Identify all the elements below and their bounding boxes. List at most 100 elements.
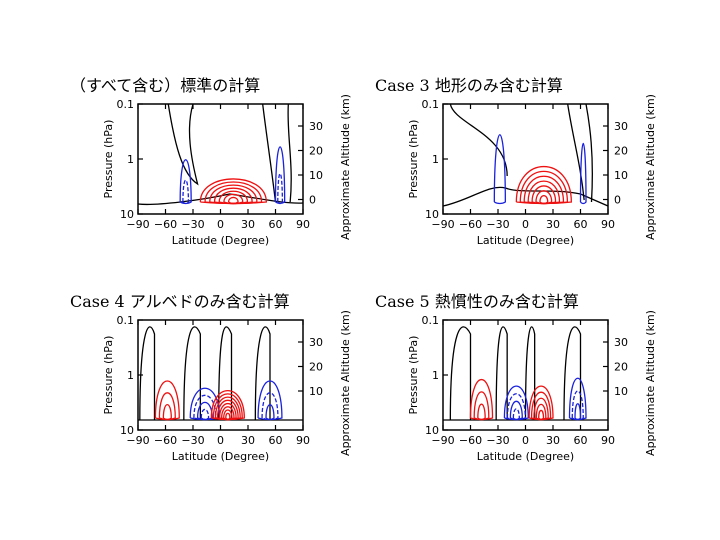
positive-cell-0-contour xyxy=(477,403,486,421)
zero-contour-north xyxy=(567,103,585,201)
negative-cell-1-contour xyxy=(200,408,210,421)
y-axis-title: Pressure (hPa) xyxy=(102,336,115,415)
x-axis-title: Latitude (Degree) xyxy=(172,450,269,463)
positive-cell-0-contour xyxy=(162,404,172,421)
negative-cell-2-contour xyxy=(579,143,587,205)
y2-axis-title: Approximate Altitude (km) xyxy=(339,310,352,456)
negative-cell-3-contour xyxy=(265,404,275,421)
panel-title: Case 5 熱慣性のみ含む計算 xyxy=(375,292,579,311)
zero-contour-south xyxy=(167,103,199,186)
positive-cell-0-contour xyxy=(539,195,549,205)
x-axis-title: Latitude (Degree) xyxy=(172,234,269,247)
positive-cell-0-contour xyxy=(223,193,244,205)
zero-contour-pole xyxy=(287,103,292,203)
negative-cell-1-contour xyxy=(512,408,520,421)
x-tick-label: −90 xyxy=(126,218,149,231)
zero-contour-arch xyxy=(563,326,582,421)
negative-cell-3-contour xyxy=(574,403,582,421)
x-tick-label: 60 xyxy=(574,218,588,231)
y2-tick-label: 30 xyxy=(309,120,323,133)
zero-contour-arch xyxy=(139,326,156,421)
x-tick-label: −60 xyxy=(154,218,177,231)
positive-cell-2-contour xyxy=(538,409,545,421)
y2-tick-label: 20 xyxy=(614,145,628,158)
positive-cell-0-contour xyxy=(473,391,490,421)
zero-contour-pole xyxy=(585,103,593,203)
x-tick-label: 90 xyxy=(296,434,310,447)
positive-cell-2-contour xyxy=(223,409,233,421)
panel-case5: Case 5 熱慣性のみ含む計算 −90 −60 −30 0 30 60 90 0.1 1 10 3… xyxy=(375,288,705,488)
y-tick-label: 10 xyxy=(120,424,134,437)
y2-tick-label: 30 xyxy=(614,120,628,133)
zero-contour-arch xyxy=(218,326,233,421)
y2-tick-label: 30 xyxy=(614,336,628,349)
y-axis-title: Pressure (hPa) xyxy=(102,120,115,199)
y2-axis-title: Approximate Altitude (km) xyxy=(644,94,657,240)
x-tick-label: 90 xyxy=(296,218,310,231)
y2-tick-label: 10 xyxy=(309,385,323,398)
y2-tick-label: 10 xyxy=(614,169,628,182)
y-axis-title: Pressure (hPa) xyxy=(407,120,420,199)
x-tick-label: 30 xyxy=(241,434,255,447)
contour-chart-case4: −90 −60 −30 0 30 60 90 0.1 1 10 30 20 10 Latitude (De… xyxy=(102,310,352,463)
y-tick-label: 10 xyxy=(425,208,439,221)
y2-tick-label: 20 xyxy=(614,361,628,374)
y-tick-label: 0.1 xyxy=(117,314,135,327)
negative-cell-2-contour xyxy=(277,173,284,205)
positive-cell-2-contour xyxy=(225,412,231,421)
x-tick-label: 0 xyxy=(217,434,224,447)
panel-case3: Case 3 地形のみ含む計算 −90 −60 −30 0 30 60 90 0.1 1 10 30… xyxy=(375,72,705,272)
y-axis-title: Pressure (hPa) xyxy=(407,336,420,415)
y2-tick-label: 10 xyxy=(614,385,628,398)
zero-contour-north xyxy=(262,103,277,203)
zero-contour-arch xyxy=(524,326,536,421)
x-tick-label: −30 xyxy=(486,218,509,231)
y-tick-label: 0.1 xyxy=(422,314,440,327)
negative-cell-1-contour xyxy=(493,134,506,205)
y-tick-label: 1 xyxy=(432,153,439,166)
x-tick-label: −60 xyxy=(459,434,482,447)
x-tick-label: −90 xyxy=(126,434,149,447)
x-tick-label: 0 xyxy=(522,434,529,447)
y2-tick-label: 20 xyxy=(309,145,323,158)
zero-contour-arch xyxy=(449,326,472,421)
x-tick-label: −90 xyxy=(431,434,454,447)
contour-chart-case3: −90 −60 −30 0 30 60 90 0.1 1 10 30 20 10 0 Latitude (D… xyxy=(407,94,657,247)
y-tick-label: 1 xyxy=(432,369,439,382)
positive-cell-0-contour xyxy=(527,180,561,205)
panel-case4: Case 4 アルベドのみ含む計算 −90 −60 −30 0 30 60 90 0.1 1 10… xyxy=(70,288,400,488)
x-tick-label: 0 xyxy=(522,218,529,231)
y2-tick-label: 0 xyxy=(614,194,621,207)
x-axis-title: Latitude (Degree) xyxy=(477,450,574,463)
zero-contour-ground xyxy=(137,193,304,206)
x-tick-label: 60 xyxy=(574,434,588,447)
zero-contour-arch xyxy=(495,326,508,421)
y-tick-label: 1 xyxy=(127,369,134,382)
negative-cell-3-contour xyxy=(571,390,584,421)
x-tick-label: −30 xyxy=(181,218,204,231)
y-tick-label: 1 xyxy=(127,153,134,166)
x-tick-label: −60 xyxy=(459,218,482,231)
contour-chart-standard: −90 −60 −30 0 30 60 90 0.1 1 10 30 20 10 0 Latitude (D… xyxy=(102,94,352,247)
y2-axis-title: Approximate Altitude (km) xyxy=(339,94,352,240)
zero-contour-arch xyxy=(254,326,271,421)
panel-title: Case 4 アルベドのみ含む計算 xyxy=(70,292,290,311)
panel-title: （すべて含む）標準の計算 xyxy=(70,76,261,95)
y-tick-label: 10 xyxy=(120,208,134,221)
x-tick-label: −60 xyxy=(154,434,177,447)
zero-contour-south xyxy=(449,103,508,177)
x-tick-label: 60 xyxy=(269,218,283,231)
y2-axis-title: Approximate Altitude (km) xyxy=(644,310,657,456)
panel-standard: （すべて含む）標準の計算 −90 −60 −30 0 30 60 90 0.1 1 10 30 20 1… xyxy=(70,72,400,272)
y2-tick-label: 20 xyxy=(309,361,323,374)
x-tick-label: 90 xyxy=(601,434,615,447)
negative-cell-3-contour xyxy=(568,377,587,421)
negative-cell-2-contour xyxy=(274,146,286,205)
x-tick-label: 30 xyxy=(546,434,560,447)
positive-cell-0-contour xyxy=(158,392,176,421)
y2-tick-label: 10 xyxy=(309,169,323,182)
negative-cell-1-contour xyxy=(509,400,523,421)
x-tick-label: 0 xyxy=(217,218,224,231)
x-tick-label: 30 xyxy=(546,218,560,231)
y-tick-label: 0.1 xyxy=(422,98,440,111)
